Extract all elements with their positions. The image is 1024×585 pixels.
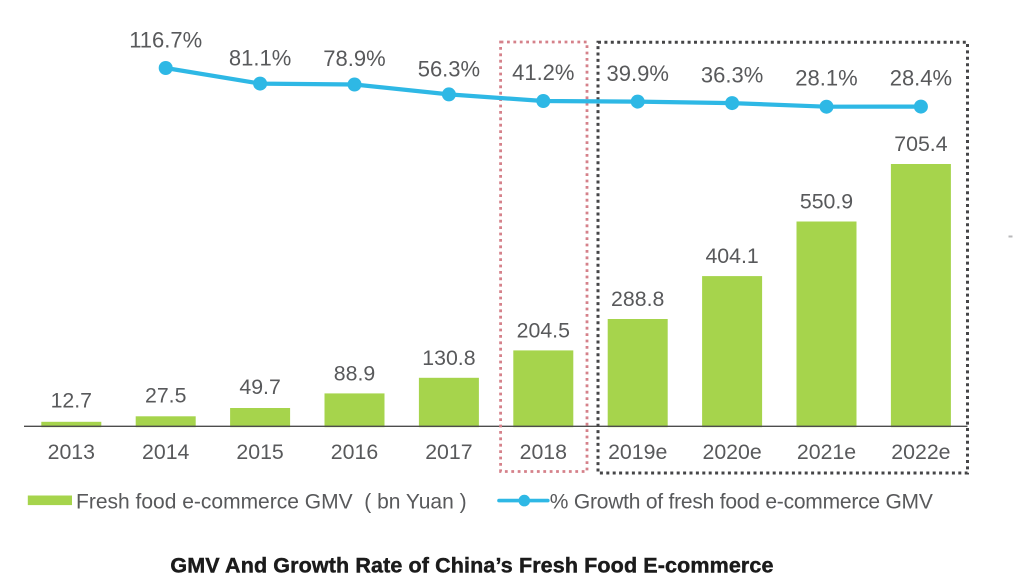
svg-text:28.4%: 28.4% — [890, 66, 952, 91]
svg-text:2018: 2018 — [520, 440, 567, 464]
svg-text:2017: 2017 — [425, 440, 472, 464]
svg-text:2015: 2015 — [236, 440, 283, 464]
svg-text:36.3%: 36.3% — [701, 63, 763, 88]
svg-text:404.1: 404.1 — [705, 244, 758, 268]
svg-text:GMV And Growth Rate of China’s: GMV And Growth Rate of China’s Fresh Foo… — [170, 554, 773, 578]
svg-text:49.7: 49.7 — [239, 375, 280, 399]
svg-text:28.1%: 28.1% — [795, 66, 857, 91]
svg-text:130.8: 130.8 — [422, 346, 475, 370]
svg-text:% Growth of fresh food e-comme: % Growth of fresh food e-commerce GMV — [550, 491, 933, 514]
svg-text:705.4: 705.4 — [894, 132, 947, 156]
svg-text:27.5: 27.5 — [145, 383, 186, 407]
svg-text:81.1%: 81.1% — [229, 46, 291, 71]
svg-text:288.8: 288.8 — [611, 287, 664, 311]
svg-text:2020e: 2020e — [702, 440, 761, 464]
svg-text:2014: 2014 — [142, 440, 190, 464]
svg-text:2016: 2016 — [331, 440, 378, 464]
svg-text:56.3%: 56.3% — [418, 57, 480, 82]
svg-text:2019e: 2019e — [608, 440, 667, 464]
svg-text:Fresh food e-commerce GMV ( b: Fresh food e-commerce GMV ( bn Yuan ) — [76, 491, 467, 514]
svg-text:2013: 2013 — [48, 440, 95, 464]
svg-text:550.9: 550.9 — [800, 190, 853, 214]
svg-text:2022e: 2022e — [891, 440, 950, 464]
svg-text:12.7: 12.7 — [51, 389, 92, 413]
svg-text:2021e: 2021e — [797, 440, 856, 464]
svg-text:39.9%: 39.9% — [607, 61, 669, 86]
svg-text:204.5: 204.5 — [517, 318, 570, 342]
svg-text:88.9: 88.9 — [334, 361, 375, 385]
svg-text:78.9%: 78.9% — [323, 46, 385, 71]
svg-text:41.2%: 41.2% — [512, 60, 574, 85]
svg-text:116.7%: 116.7% — [129, 28, 202, 53]
